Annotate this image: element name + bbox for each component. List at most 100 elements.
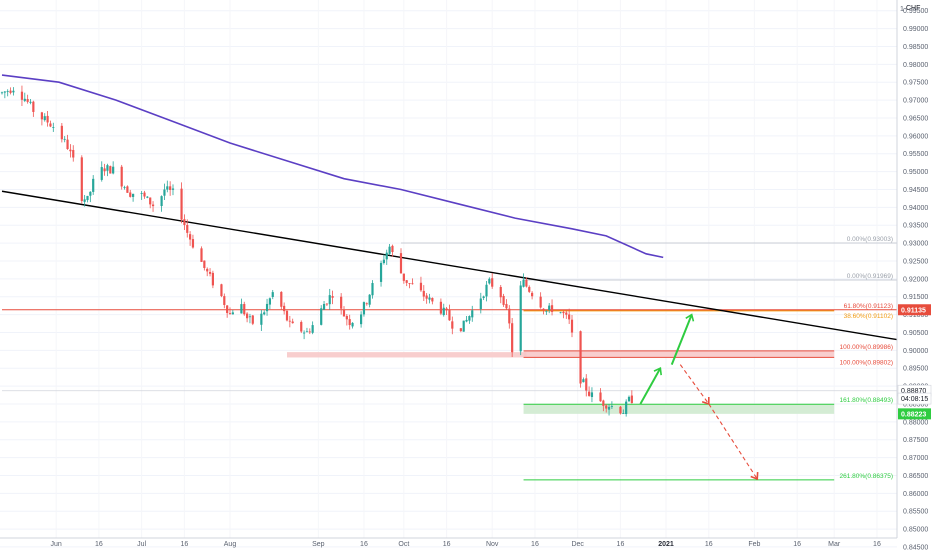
y-tick-label: 0.93500 — [903, 223, 928, 230]
candle-body — [40, 112, 43, 120]
y-tick-label: 0.96500 — [903, 115, 928, 122]
candle-body — [308, 331, 311, 333]
y-tick-top: 1 — [900, 6, 904, 13]
candle-body — [100, 167, 103, 180]
candle-body — [562, 311, 565, 314]
candle-body — [342, 310, 346, 317]
candle-body — [129, 192, 132, 197]
bullish-arrow-head — [653, 367, 662, 376]
candle-body — [451, 321, 454, 329]
candle-body — [610, 406, 613, 407]
time-axis[interactable]: Jun 16 Jul 16 Aug Sep 16 Oct 16 Nov 16 Dec 16 2021 16 F… — [51, 541, 881, 548]
candle-body — [109, 166, 112, 174]
candle-body — [32, 101, 35, 112]
x-tick-label: Sep — [312, 541, 325, 548]
x-tick-label: Aug — [224, 541, 237, 548]
candle-body — [203, 260, 206, 268]
candle-body — [331, 296, 334, 298]
candle-body — [189, 234, 192, 240]
candle-body — [582, 379, 585, 383]
fib-61-label: 61.80%(0.91123) — [844, 303, 893, 310]
x-tick-label: 16 — [531, 541, 539, 548]
y-tick-label: 0.89500 — [903, 366, 928, 373]
candle-body — [72, 150, 75, 158]
candle-body — [548, 305, 551, 310]
candle-body — [271, 292, 274, 297]
candle-body — [588, 391, 591, 396]
y-tick-label: 0.94000 — [903, 205, 928, 212]
y-tick-label: 0.91000 — [903, 312, 928, 319]
y-tick-label: 0.92000 — [903, 276, 928, 283]
candle-body — [607, 406, 611, 410]
arrows-layer — [639, 313, 759, 481]
bearish-dashed-arrow — [679, 364, 710, 405]
candle-body — [288, 320, 291, 322]
candle-body — [627, 396, 631, 402]
candle-body — [211, 272, 214, 286]
fib-161-label: 161.80%(0.88493) — [840, 397, 894, 404]
fib-0-label-2: 0.00%(0.91969) — [847, 273, 893, 280]
candle-body — [485, 284, 488, 297]
fib-0-label: 0.00%(0.93003) — [847, 236, 893, 243]
candle-body — [508, 308, 511, 324]
y-tick-label: 0.87500 — [903, 437, 928, 444]
candle-body — [268, 298, 271, 305]
support-zone-left — [287, 352, 527, 358]
candle-body — [132, 193, 135, 197]
candle-body — [200, 248, 203, 262]
fib-labels-layer: 0.00%(0.93003) 0.00%(0.91969) 61.80%(0.911… — [840, 236, 894, 480]
candle-body — [69, 149, 72, 152]
candle-body — [522, 279, 525, 287]
candle-body — [149, 197, 152, 205]
candle-body — [568, 314, 571, 320]
candle-body — [123, 187, 126, 189]
candle-body — [0, 92, 4, 94]
y-tick-label: 0.91500 — [903, 294, 928, 301]
candle-body — [92, 178, 95, 192]
y-tick-label: 0.99000 — [903, 26, 928, 33]
y-tick-label: 0.90500 — [903, 330, 928, 337]
label-last: 0.88870 — [901, 388, 926, 395]
candle-body — [285, 310, 289, 321]
candle-body — [622, 413, 625, 415]
candle-body — [206, 268, 209, 272]
trendline-layer — [1, 190, 898, 341]
y-tick-label: 0.85000 — [903, 527, 928, 534]
label-resistance-bg — [898, 304, 931, 316]
candle-body — [186, 225, 189, 233]
candle-body — [166, 186, 169, 190]
candle-body — [539, 296, 542, 308]
x-tick-label: Mar — [828, 541, 841, 548]
candle-body — [590, 392, 594, 397]
y-tick-label: 0.90000 — [903, 348, 928, 355]
candle-body — [208, 271, 212, 274]
y-tick-label: 0.86500 — [903, 473, 928, 480]
candle-body — [468, 316, 471, 321]
candle-body — [431, 297, 434, 302]
resistance-zone — [523, 350, 835, 358]
candle-body — [151, 204, 155, 207]
y-tick-label: 0.86000 — [903, 491, 928, 498]
candle-body — [462, 320, 465, 332]
label-timer: 04:08:15 — [901, 396, 928, 403]
x-tick-label: 16 — [95, 541, 103, 548]
candle-body — [23, 98, 26, 101]
candle-body — [146, 196, 149, 198]
candle-body — [63, 138, 66, 140]
candle-body — [49, 123, 52, 127]
candle-body — [479, 298, 482, 310]
candle-body — [360, 314, 363, 325]
candle-body — [385, 252, 388, 260]
candle-body — [163, 189, 166, 196]
price-axis[interactable]: 0.99500 0.99000 0.98500 0.98000 0.97500 0.970… — [903, 8, 928, 550]
candle-body — [248, 316, 252, 318]
candle-body — [9, 90, 12, 93]
candle-body — [263, 312, 266, 315]
candle-body — [391, 245, 394, 253]
fib-100-upper-label: 100.00%(0.89986) — [840, 344, 894, 351]
candle-body — [143, 192, 146, 197]
label-support-bg — [898, 408, 931, 420]
candle-body — [488, 278, 491, 284]
candle-body — [251, 315, 254, 324]
